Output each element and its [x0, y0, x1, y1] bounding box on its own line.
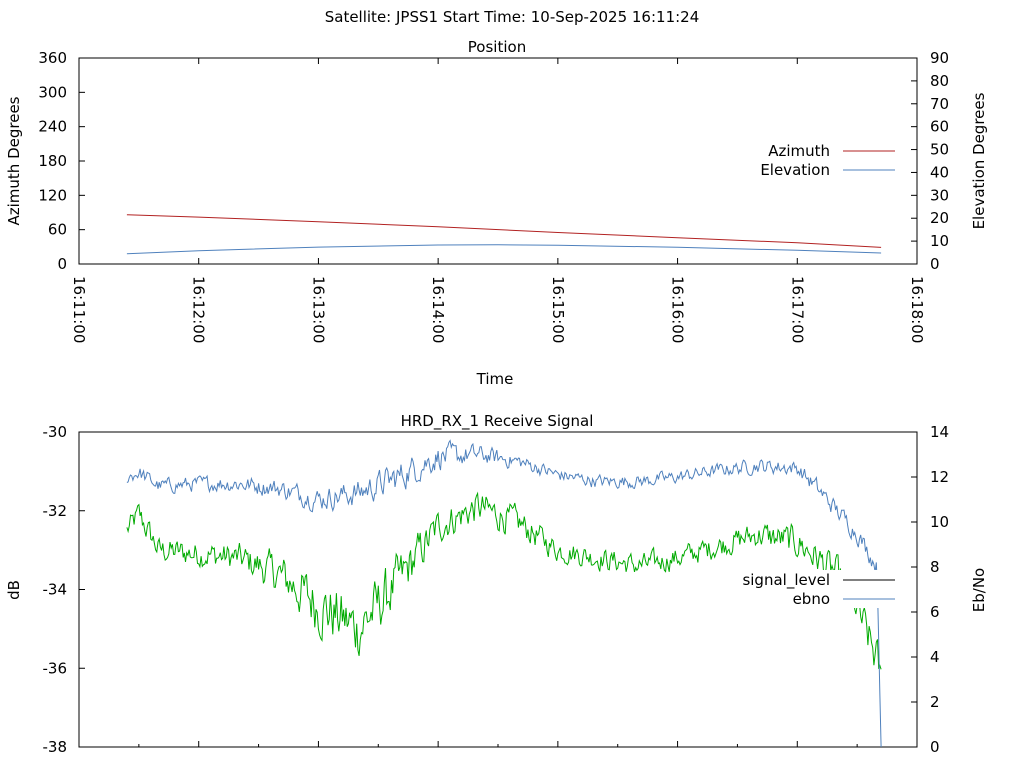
y-tick-label: 0 [57, 255, 67, 273]
y-tick-label: 60 [48, 221, 67, 239]
position-x-ticks: 16:11:00 16:12:00 16:13:00 16:14:00 16:15:00… [70, 58, 926, 343]
position-series [126, 214, 882, 255]
y2-tick-label: 40 [930, 163, 949, 181]
x-tick-label: 16:18:00 [908, 276, 926, 343]
series-line-ebno [126, 439, 882, 748]
page-title: Satellite: JPSS1 Start Time: 10-Sep-2025… [325, 8, 700, 26]
signal-y2-ticks: 0 2 4 6 8 10 12 14 [911, 423, 949, 756]
y2-tick-label: 30 [930, 186, 949, 204]
y2-tick-label: 70 [930, 95, 949, 113]
y2-tick-label: 50 [930, 141, 949, 159]
legend-background [733, 570, 901, 608]
y2-tick-label: 90 [930, 49, 949, 67]
y-tick-label: -34 [43, 581, 68, 599]
series-line-elevation [126, 244, 882, 255]
y2-tick-label: 20 [930, 209, 949, 227]
x-tick-label: 16:15:00 [549, 276, 567, 343]
y-tick-label: 300 [38, 83, 67, 101]
y2-tick-label: 14 [930, 423, 949, 441]
legend-label-azimuth: Azimuth [768, 142, 830, 160]
x-tick-label: 16:12:00 [190, 276, 208, 343]
y2-tick-label: 60 [930, 118, 949, 136]
legend-label-ebno: ebno [793, 590, 830, 608]
y2-tick-label: 80 [930, 72, 949, 90]
x-tick-label: 16:16:00 [669, 276, 687, 343]
position-legend: Azimuth Elevation [760, 142, 895, 179]
y2-tick-label: 8 [930, 558, 940, 576]
y-tick-label: 120 [38, 186, 67, 204]
position-chart-title: Position [468, 38, 526, 56]
x-tick-label: 16:17:00 [788, 276, 806, 343]
legend-label-signal-level: signal_level [742, 571, 830, 590]
y2-tick-label: 2 [930, 693, 940, 711]
signal-chart: HRD_RX_1 Receive Signal dB Eb/No -30-32-… [5, 412, 988, 756]
y2-tick-label: 4 [930, 648, 940, 666]
y2-tick-label: 10 [930, 232, 949, 250]
series-line-signal-level [126, 491, 882, 670]
signal-y2-axis-label: Eb/No [970, 568, 988, 612]
signal-y-axis-label: dB [5, 580, 23, 600]
y-tick-label: -36 [43, 659, 68, 677]
y-tick-label: 360 [38, 49, 67, 67]
y2-tick-label: 0 [930, 255, 940, 273]
signal-chart-title: HRD_RX_1 Receive Signal [401, 412, 594, 431]
y2-tick-label: 0 [930, 738, 940, 756]
y-tick-label: -38 [43, 738, 68, 756]
x-tick-label: 16:11:00 [70, 276, 88, 343]
position-x-axis-label: Time [476, 370, 514, 388]
position-chart: Position Azimuth Degrees Elevation Degre… [5, 38, 988, 388]
y2-tick-label: 6 [930, 603, 940, 621]
signal-legend: signal_level ebno [733, 570, 901, 608]
y-tick-label: -32 [43, 502, 68, 520]
x-tick-label: 16:13:00 [309, 276, 327, 343]
y-tick-label: 240 [38, 118, 67, 136]
legend-label-elevation: Elevation [760, 161, 830, 179]
y-tick-label: -30 [43, 423, 68, 441]
signal-x-ticks [78, 741, 918, 747]
y2-tick-label: 10 [930, 513, 949, 531]
y-tick-label: 180 [38, 152, 67, 170]
series-line-azimuth [126, 214, 882, 248]
position-y2-ticks: 0 10 20 30 40 50 60 70 80 90 [911, 49, 949, 273]
signal-y-ticks: -30 -32 -34 -36 -38 [43, 423, 85, 756]
position-y-ticks: 0 60 120 180 240 300 360 [38, 49, 85, 273]
position-y-axis-label: Azimuth Degrees [5, 96, 23, 225]
x-tick-label: 16:14:00 [429, 276, 447, 343]
position-y2-axis-label: Elevation Degrees [970, 92, 988, 229]
y2-tick-label: 12 [930, 468, 949, 486]
signal-series [126, 439, 882, 748]
